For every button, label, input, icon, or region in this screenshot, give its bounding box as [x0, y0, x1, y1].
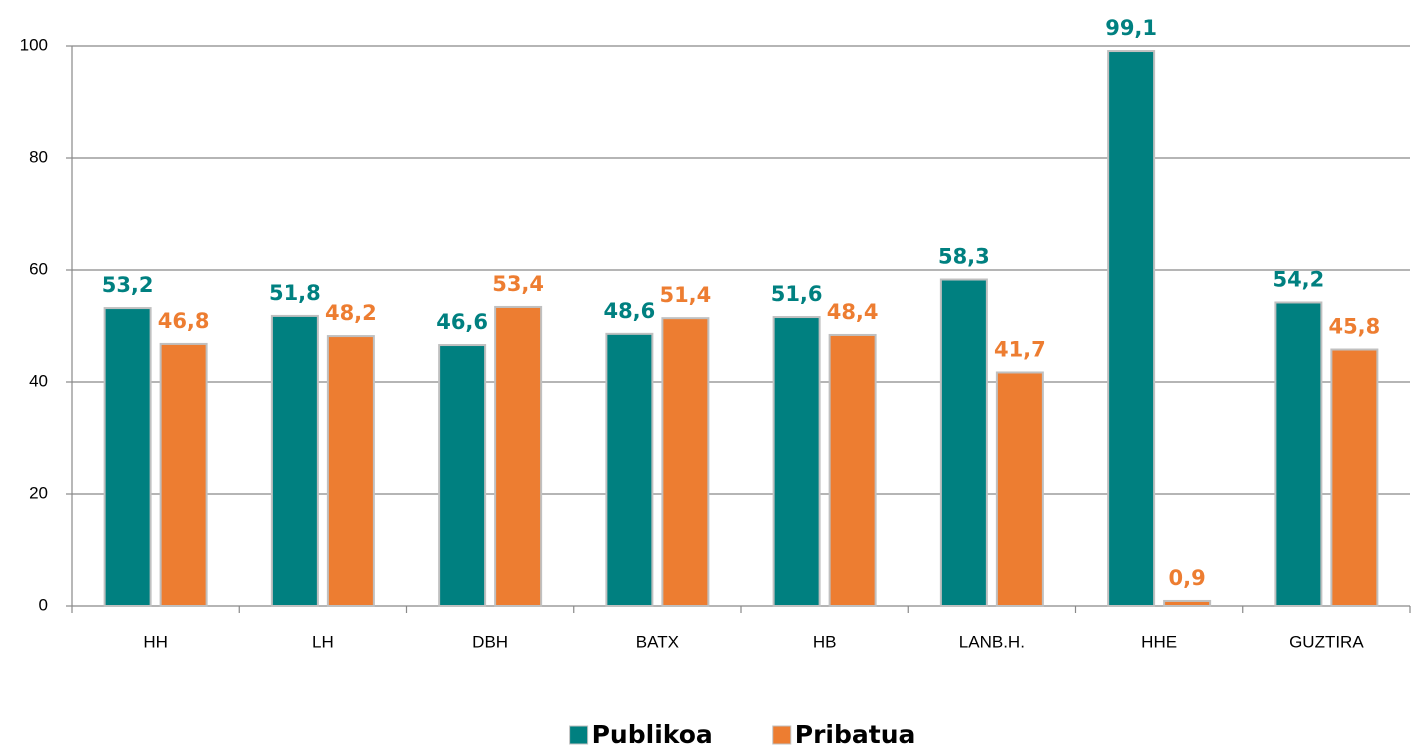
y-tick-label: 60 — [29, 259, 48, 278]
data-label: 53,4 — [492, 272, 544, 296]
y-tick-label: 20 — [29, 483, 48, 502]
data-label: 48,6 — [603, 299, 655, 323]
bar — [1107, 50, 1156, 608]
data-label: 41,7 — [994, 337, 1046, 361]
legend-swatch — [569, 725, 589, 745]
legend-swatch — [772, 725, 792, 745]
legend-label: Publikoa — [592, 720, 713, 749]
x-tick-label: DBH — [472, 632, 508, 651]
bar — [103, 307, 152, 607]
x-tick-label: LANB.H. — [959, 632, 1025, 651]
bar — [438, 344, 487, 607]
bar — [270, 314, 319, 607]
bar — [605, 332, 654, 607]
x-tick-label: GUZTIRA — [1289, 632, 1364, 651]
bar — [939, 278, 988, 607]
data-label: 51,6 — [771, 282, 823, 306]
bar — [159, 342, 208, 607]
bar — [1330, 348, 1379, 607]
bar — [661, 317, 710, 607]
bar — [494, 305, 543, 607]
data-label: 51,4 — [659, 283, 711, 307]
bar — [772, 316, 821, 607]
data-label: 48,4 — [827, 300, 879, 324]
bar — [995, 371, 1044, 608]
data-label: 48,2 — [325, 301, 377, 325]
data-label: 46,6 — [436, 310, 488, 334]
x-tick-label: HH — [143, 632, 168, 651]
x-tick-label: BATX — [636, 632, 679, 651]
bar — [1163, 599, 1212, 608]
bar — [1274, 301, 1323, 607]
data-label: 58,3 — [938, 245, 990, 269]
y-tick-label: 100 — [20, 35, 48, 54]
bar — [326, 335, 375, 607]
data-label: 46,8 — [158, 309, 210, 333]
y-tick-label: 80 — [29, 147, 48, 166]
data-label: 99,1 — [1105, 16, 1157, 40]
x-tick-label: LH — [312, 632, 334, 651]
data-label: 45,8 — [1328, 315, 1380, 339]
bar — [828, 333, 877, 607]
data-label: 53,2 — [102, 273, 154, 297]
data-label: 51,8 — [269, 281, 321, 305]
y-tick-label: 0 — [39, 595, 48, 614]
data-label: 0,9 — [1169, 566, 1206, 590]
x-tick-label: HB — [813, 632, 837, 651]
data-label: 54,2 — [1272, 267, 1324, 291]
y-tick-label: 40 — [29, 371, 48, 390]
x-tick-label: HHE — [1141, 632, 1177, 651]
legend-label: Pribatua — [795, 720, 916, 749]
